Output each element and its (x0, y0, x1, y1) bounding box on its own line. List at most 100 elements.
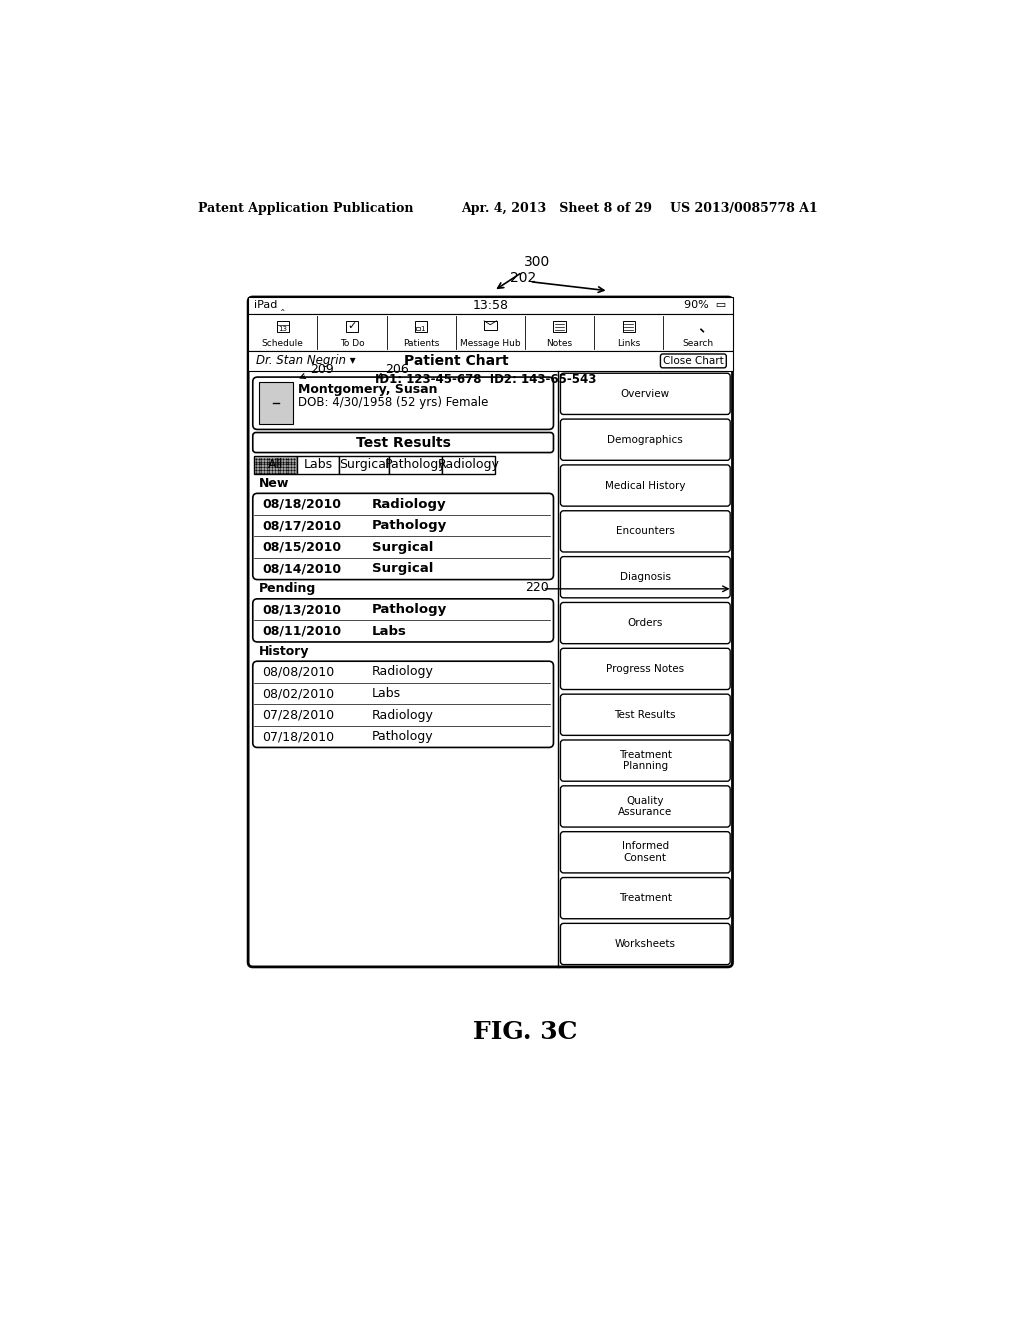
FancyBboxPatch shape (560, 374, 730, 414)
Text: Worksheets: Worksheets (614, 939, 676, 949)
Text: 08/08/2010: 08/08/2010 (262, 665, 334, 678)
Bar (248, 314, 732, 351)
Text: Demographics: Demographics (607, 434, 683, 445)
Text: History: History (259, 644, 309, 657)
Text: Pathology: Pathology (385, 458, 446, 471)
Text: To Do: To Do (340, 339, 365, 347)
FancyBboxPatch shape (253, 494, 554, 579)
Text: Message Hub: Message Hub (460, 339, 520, 347)
Text: 08/11/2010: 08/11/2010 (262, 624, 341, 638)
FancyBboxPatch shape (253, 378, 554, 429)
Text: 90%  ▭: 90% ▭ (684, 301, 726, 310)
Bar (389, 455, 442, 474)
FancyBboxPatch shape (560, 648, 730, 689)
Text: Informed
Consent: Informed Consent (622, 841, 669, 863)
FancyBboxPatch shape (560, 694, 730, 735)
Text: Radiology: Radiology (372, 709, 434, 722)
Text: 220: 220 (525, 581, 549, 594)
Text: Pending: Pending (259, 582, 316, 595)
Text: 08/17/2010: 08/17/2010 (262, 519, 341, 532)
Text: Pathology: Pathology (372, 603, 447, 616)
FancyBboxPatch shape (560, 511, 730, 552)
FancyBboxPatch shape (560, 924, 730, 965)
Text: Treatment
Planning: Treatment Planning (618, 750, 672, 771)
FancyBboxPatch shape (560, 878, 730, 919)
Text: FIG. 3C: FIG. 3C (472, 1020, 578, 1044)
Text: 07/18/2010: 07/18/2010 (262, 730, 334, 743)
Text: US 2013/0085778 A1: US 2013/0085778 A1 (671, 202, 818, 215)
FancyBboxPatch shape (560, 832, 730, 873)
Circle shape (270, 397, 274, 400)
Bar (442, 455, 495, 474)
FancyBboxPatch shape (253, 661, 554, 747)
FancyBboxPatch shape (560, 465, 730, 506)
Text: 202: 202 (510, 271, 537, 285)
FancyBboxPatch shape (253, 433, 554, 453)
FancyBboxPatch shape (253, 599, 554, 642)
Circle shape (263, 388, 289, 413)
Text: 08/02/2010: 08/02/2010 (262, 686, 334, 700)
Text: New: New (259, 477, 290, 490)
Text: Schedule: Schedule (262, 339, 304, 347)
Text: Labs: Labs (303, 458, 333, 471)
Text: Patients: Patients (402, 339, 439, 347)
Text: 300: 300 (498, 255, 550, 288)
Text: 13: 13 (279, 326, 287, 331)
Text: 08/15/2010: 08/15/2010 (262, 541, 341, 554)
Text: 08/18/2010: 08/18/2010 (262, 498, 341, 511)
Text: iPad ‸: iPad ‸ (254, 300, 285, 312)
Text: Encounters: Encounters (615, 527, 675, 536)
Text: 1: 1 (421, 326, 425, 331)
Text: Surgical: Surgical (372, 541, 433, 554)
Bar (248, 351, 732, 371)
Bar (484, 321, 497, 330)
Text: 206: 206 (378, 363, 409, 378)
Text: Patient Chart: Patient Chart (404, 354, 509, 368)
Text: ID1: 123-45-678  ID2: 143-65-543: ID1: 123-45-678 ID2: 143-65-543 (375, 372, 597, 385)
Text: DOB: 4/30/1958 (52 yrs) Female: DOB: 4/30/1958 (52 yrs) Female (298, 396, 488, 409)
Bar (259, 383, 293, 424)
Text: Test Results: Test Results (355, 436, 451, 450)
Bar (254, 455, 297, 474)
Bar (417, 327, 420, 330)
Text: Notes: Notes (547, 339, 572, 347)
Text: Montgomery, Susan: Montgomery, Susan (298, 383, 437, 396)
FancyBboxPatch shape (248, 297, 732, 966)
Text: ✓: ✓ (347, 321, 356, 331)
Text: Radiology: Radiology (437, 458, 499, 471)
Text: Medical History: Medical History (605, 480, 685, 491)
Bar (553, 321, 565, 331)
Text: Search: Search (682, 339, 714, 347)
Text: Pathology: Pathology (372, 730, 434, 743)
Text: Patent Application Publication: Patent Application Publication (198, 202, 414, 215)
Bar (339, 455, 389, 474)
FancyBboxPatch shape (660, 354, 726, 368)
Text: Close Chart: Close Chart (663, 356, 724, 366)
Text: Radiology: Radiology (372, 665, 434, 678)
Text: Labs: Labs (372, 624, 407, 638)
Circle shape (692, 321, 701, 330)
Text: All: All (268, 458, 284, 471)
Text: Diagnosis: Diagnosis (620, 573, 671, 582)
FancyBboxPatch shape (560, 557, 730, 598)
Text: Apr. 4, 2013   Sheet 8 of 29: Apr. 4, 2013 Sheet 8 of 29 (461, 202, 652, 215)
Text: Labs: Labs (372, 686, 401, 700)
Text: Dr. Stan Negrin ▾: Dr. Stan Negrin ▾ (256, 354, 355, 367)
FancyBboxPatch shape (560, 741, 730, 781)
Text: Links: Links (617, 339, 640, 347)
Text: 13:58: 13:58 (472, 298, 508, 312)
Bar (346, 321, 358, 331)
FancyBboxPatch shape (560, 418, 730, 461)
Text: 08/13/2010: 08/13/2010 (262, 603, 341, 616)
Text: Progress Notes: Progress Notes (606, 664, 684, 675)
Bar (415, 321, 427, 331)
Text: Radiology: Radiology (372, 498, 446, 511)
Text: 07/28/2010: 07/28/2010 (262, 709, 334, 722)
Bar (623, 321, 635, 331)
Text: Pathology: Pathology (372, 519, 447, 532)
Bar (248, 297, 732, 314)
Text: 08/14/2010: 08/14/2010 (262, 562, 341, 576)
FancyBboxPatch shape (560, 785, 730, 828)
Bar (276, 321, 289, 331)
Text: Treatment: Treatment (618, 894, 672, 903)
